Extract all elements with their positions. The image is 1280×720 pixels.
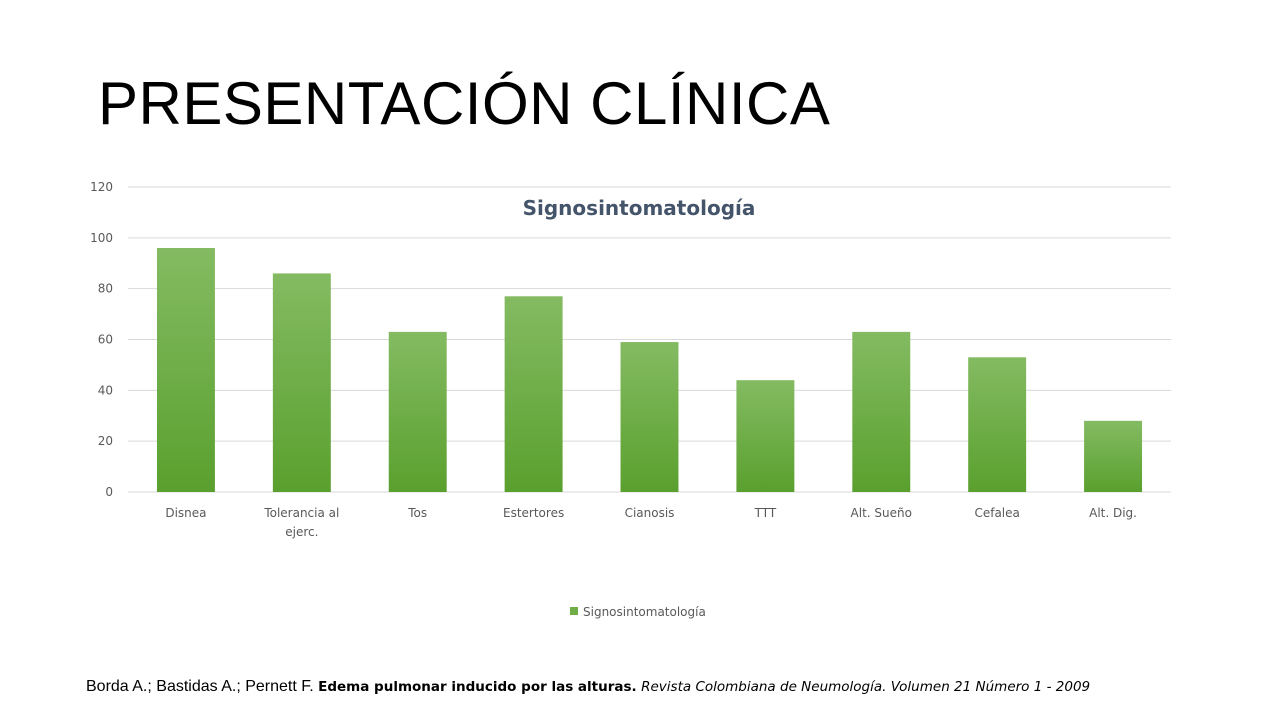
legend-swatch (570, 607, 578, 615)
y-tick-label: 120 (90, 180, 113, 194)
x-tick-label: Estertores (503, 506, 564, 520)
citation-article: Edema pulmonar inducido por las alturas. (318, 679, 637, 695)
bars (157, 248, 1142, 492)
x-axis-ticks: Disnea Tolerancia al ejerc. Tos Estertores Ci… (165, 506, 1137, 539)
x-tick-label: Cefalea (974, 506, 1019, 520)
y-tick-label: 0 (105, 485, 113, 499)
bar (273, 273, 331, 492)
y-tick-label: 20 (98, 434, 113, 448)
chart-title: Signosintomatología (523, 196, 756, 220)
bar (968, 357, 1026, 492)
y-axis-ticks: 0 20 40 60 80 100 120 (90, 180, 113, 499)
citation-authors: Borda A.; Bastidas A.; Pernett F. (86, 678, 314, 695)
y-tick-label: 40 (98, 383, 113, 397)
bar (389, 332, 447, 492)
legend-label: Signosintomatología (583, 605, 706, 619)
bar (621, 342, 679, 492)
x-tick-label: Alt. Dig. (1089, 506, 1137, 520)
legend: Signosintomatología (570, 605, 706, 619)
x-tick-label: ejerc. (285, 525, 318, 539)
citation: Borda A.; Bastidas A.; Pernett F. Edema … (86, 676, 1090, 698)
citation-journal: Revista Colombiana de Neumología. Volume… (641, 679, 1090, 695)
x-tick-label: Tos (407, 506, 427, 520)
y-tick-label: 60 (98, 333, 113, 347)
x-tick-label: Alt. Sueño (851, 506, 912, 520)
x-tick-label: Cianosis (625, 506, 675, 520)
bar (852, 332, 910, 492)
bar (736, 380, 794, 492)
x-tick-label: Tolerancia al (263, 506, 339, 520)
y-tick-label: 80 (98, 282, 113, 296)
bar (157, 248, 215, 492)
x-tick-label: TTT (754, 506, 777, 520)
bar (1084, 421, 1142, 492)
y-tick-label: 100 (90, 231, 113, 245)
x-tick-label: Disnea (165, 506, 206, 520)
bar (505, 296, 563, 492)
